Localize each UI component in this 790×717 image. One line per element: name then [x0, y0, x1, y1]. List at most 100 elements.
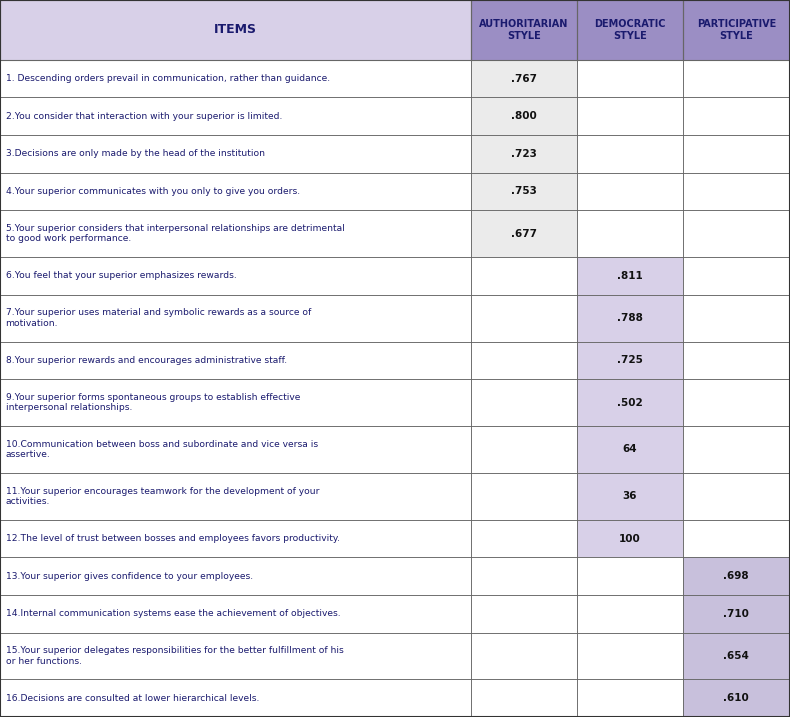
Text: 15.Your superior delegates responsibilities for the better fulfillment of his
or: 15.Your superior delegates responsibilit…: [6, 646, 344, 665]
Text: .698: .698: [724, 571, 749, 581]
Text: 7.Your superior uses material and symbolic rewards as a source of
motivation.: 7.Your superior uses material and symbol…: [6, 308, 310, 328]
Text: 3.Decisions are only made by the head of the institution: 3.Decisions are only made by the head of…: [6, 149, 265, 158]
Bar: [577, 210, 683, 257]
Bar: [683, 173, 790, 210]
Text: 100: 100: [619, 533, 641, 543]
Bar: [0, 680, 471, 717]
Text: 16.Decisions are consulted at lower hierarchical levels.: 16.Decisions are consulted at lower hier…: [6, 694, 259, 703]
Text: ITEMS: ITEMS: [214, 24, 257, 37]
Bar: [471, 257, 577, 295]
Bar: [577, 295, 683, 341]
Text: .725: .725: [617, 356, 642, 365]
Bar: [471, 60, 577, 98]
Bar: [0, 173, 471, 210]
Bar: [471, 520, 577, 557]
Bar: [577, 98, 683, 135]
Text: .654: .654: [724, 651, 749, 661]
Bar: [577, 426, 683, 473]
Text: 9.Your superior forms spontaneous groups to establish effective
interpersonal re: 9.Your superior forms spontaneous groups…: [6, 393, 300, 412]
Text: 5.Your superior considers that interpersonal relationships are detrimental
to go: 5.Your superior considers that interpers…: [6, 224, 344, 243]
Text: PARTICIPATIVE
STYLE: PARTICIPATIVE STYLE: [697, 19, 776, 41]
Bar: [683, 426, 790, 473]
Bar: [0, 520, 471, 557]
Bar: [683, 295, 790, 341]
Bar: [577, 0, 683, 60]
Bar: [577, 473, 683, 520]
Text: 11.Your superior encourages teamwork for the development of your
activities.: 11.Your superior encourages teamwork for…: [6, 487, 319, 506]
Bar: [0, 341, 471, 379]
Bar: [683, 595, 790, 632]
Text: .502: .502: [617, 397, 642, 407]
Text: .767: .767: [511, 74, 536, 84]
Bar: [471, 379, 577, 426]
Bar: [683, 341, 790, 379]
Bar: [577, 173, 683, 210]
Bar: [471, 557, 577, 595]
Bar: [471, 680, 577, 717]
Bar: [471, 595, 577, 632]
Text: 4.Your superior communicates with you only to give you orders.: 4.Your superior communicates with you on…: [6, 187, 299, 196]
Text: .677: .677: [511, 229, 536, 239]
Bar: [471, 173, 577, 210]
Text: .753: .753: [511, 186, 536, 196]
Bar: [577, 632, 683, 680]
Bar: [471, 98, 577, 135]
Bar: [471, 295, 577, 341]
Text: .710: .710: [724, 609, 749, 619]
Bar: [577, 680, 683, 717]
Bar: [0, 473, 471, 520]
Bar: [683, 680, 790, 717]
Text: .610: .610: [724, 693, 749, 703]
Bar: [0, 379, 471, 426]
Bar: [0, 426, 471, 473]
Bar: [683, 632, 790, 680]
Bar: [577, 341, 683, 379]
Bar: [577, 379, 683, 426]
Bar: [0, 295, 471, 341]
Bar: [471, 341, 577, 379]
Bar: [0, 557, 471, 595]
Bar: [577, 257, 683, 295]
Bar: [471, 426, 577, 473]
Text: AUTHORITARIAN
STYLE: AUTHORITARIAN STYLE: [479, 19, 569, 41]
Bar: [471, 135, 577, 173]
Text: .788: .788: [617, 313, 642, 323]
Bar: [577, 135, 683, 173]
Text: 10.Communication between boss and subordinate and vice versa is
assertive.: 10.Communication between boss and subord…: [6, 440, 318, 459]
Bar: [577, 520, 683, 557]
Bar: [0, 60, 471, 98]
Bar: [683, 135, 790, 173]
Bar: [683, 98, 790, 135]
Bar: [683, 473, 790, 520]
Bar: [683, 379, 790, 426]
Bar: [471, 473, 577, 520]
Text: 8.Your superior rewards and encourages administrative staff.: 8.Your superior rewards and encourages a…: [6, 356, 287, 365]
Bar: [683, 520, 790, 557]
Bar: [0, 210, 471, 257]
Bar: [0, 595, 471, 632]
Bar: [0, 257, 471, 295]
Bar: [0, 0, 471, 60]
Text: 12.The level of trust between bosses and employees favors productivity.: 12.The level of trust between bosses and…: [6, 534, 340, 543]
Bar: [0, 98, 471, 135]
Bar: [0, 632, 471, 680]
Text: 14.Internal communication systems ease the achievement of objectives.: 14.Internal communication systems ease t…: [6, 609, 340, 618]
Text: .723: .723: [511, 149, 536, 158]
Bar: [471, 210, 577, 257]
Bar: [683, 210, 790, 257]
Bar: [683, 0, 790, 60]
Text: 1. Descending orders prevail in communication, rather than guidance.: 1. Descending orders prevail in communic…: [6, 74, 329, 83]
Text: 6.You feel that your superior emphasizes rewards.: 6.You feel that your superior emphasizes…: [6, 271, 236, 280]
Bar: [683, 257, 790, 295]
Bar: [577, 60, 683, 98]
Bar: [471, 632, 577, 680]
Text: 2.You consider that interaction with your superior is limited.: 2.You consider that interaction with you…: [6, 112, 282, 120]
Text: .811: .811: [617, 271, 642, 281]
Text: 64: 64: [623, 445, 637, 455]
Text: 36: 36: [623, 491, 637, 501]
Bar: [683, 557, 790, 595]
Bar: [577, 595, 683, 632]
Text: 13.Your superior gives confidence to your employees.: 13.Your superior gives confidence to you…: [6, 571, 253, 581]
Bar: [471, 0, 577, 60]
Bar: [0, 135, 471, 173]
